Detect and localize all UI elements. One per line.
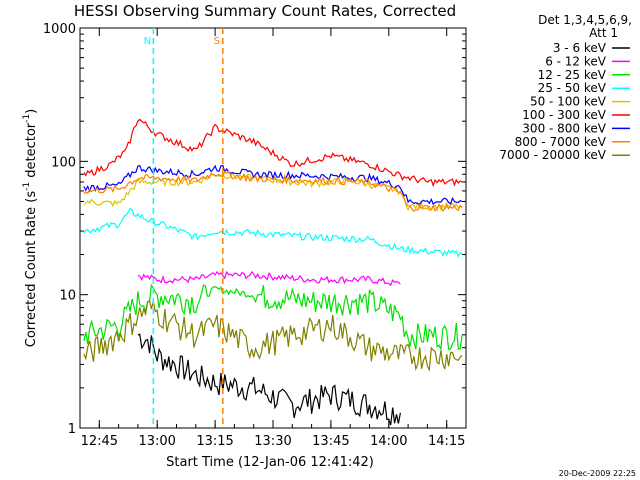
series-line-4 [83,171,463,212]
legend-header-line2: Att 1 [589,26,618,40]
x-tick-label: 14:00 [370,434,407,449]
series-line-0 [137,333,401,426]
legend-label-8: 7000 - 20000 keV [499,148,606,162]
legend-label-0: 3 - 6 keV [553,41,607,55]
series-line-7 [83,170,463,213]
y-axis-label-sup: -1 [22,182,32,191]
legend-label-1: 6 - 12 keV [545,54,607,68]
series-line-5 [83,118,463,188]
legend-label-4: 50 - 100 keV [530,95,607,109]
marker-label-0: N [144,36,151,47]
y-axis-label-sup2: -1 [22,114,32,123]
plot-frame [79,27,467,429]
chart-title: HESSI Observing Summary Count Rates, Cor… [74,2,456,20]
y-axis-label-close: ) [24,109,39,114]
x-tick-label: 13:45 [312,434,349,449]
legend-label-6: 300 - 800 keV [522,121,606,135]
x-tick-label: 13:30 [254,434,291,449]
x-tick-label: 12:45 [81,434,118,449]
marker-label-1: S [214,36,220,47]
legend-header-line1: Det 1,3,4,5,6,9, [538,13,632,27]
footer-date: 20-Dec-2009 22:25 [559,469,636,478]
y-tick-label: 10 [59,289,76,304]
y-tick-label: 1000 [43,22,76,37]
x-tick-label: 13:15 [196,434,233,449]
x-tick-label: 14:15 [428,434,465,449]
series-line-1 [137,270,401,287]
series-line-8 [83,299,463,373]
series-line-6 [83,164,463,206]
y-axis-label: Corrected Count Rate (s-1 detector-1) [22,109,39,347]
series-line-3 [83,207,463,258]
legend-label-2: 12 - 25 keV [538,68,607,82]
legend-label-3: 25 - 50 keV [538,81,607,95]
legend-label-5: 100 - 300 keV [522,108,606,122]
x-axis-label: Start Time (12-Jan-06 12:41:42) [166,455,374,470]
y-tick-label: 1 [68,422,76,437]
y-tick-label: 100 [51,155,76,170]
y-axis-label-tail: detector [24,122,39,182]
y-axis-label-main: Corrected Count Rate (s [24,191,39,348]
x-tick-label: 13:00 [138,434,175,449]
legend-label-7: 800 - 7000 keV [515,135,607,149]
